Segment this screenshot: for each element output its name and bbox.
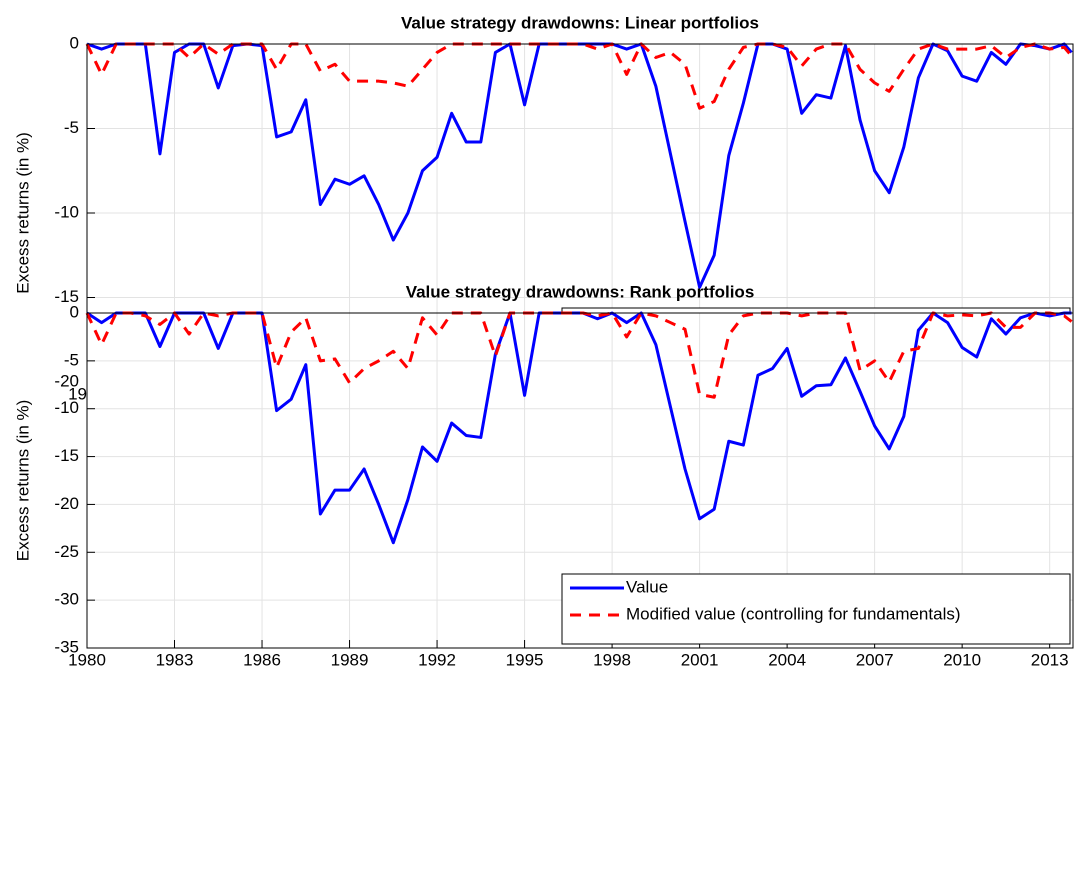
y-tick-label: -25: [54, 542, 79, 561]
x-tick-label: 2013: [1031, 650, 1069, 669]
y-tick-label: -20: [54, 494, 79, 513]
y-axis-label: Excess returns (in %): [13, 132, 32, 294]
x-tick-label: 1992: [418, 650, 456, 669]
y-tick-label: -10: [54, 202, 79, 221]
x-tick-label: 1986: [243, 650, 281, 669]
y-tick-label: -20: [54, 371, 79, 390]
y-tick-label: -5: [64, 118, 79, 137]
chart: 1980 1983 1986 1989 1992 1995 1998 2001 2004 2007…: [13, 282, 1074, 669]
y-tick-label: -5: [64, 350, 79, 369]
legend-label: Value: [626, 577, 668, 596]
legend-box: [561, 573, 1071, 645]
x-tick-label: 1998: [593, 650, 631, 669]
y-tick-label: -35: [54, 637, 79, 656]
y-tick-label: -30: [54, 590, 79, 609]
y-tick-label: 0: [70, 302, 79, 321]
y-axis-label: Excess returns (in %): [13, 400, 32, 562]
x-tick-label: 1995: [506, 650, 544, 669]
x-tick-label: 2004: [768, 650, 806, 669]
y-tick-label: 0: [70, 33, 79, 52]
chart-title: Value strategy drawdowns: Linear portfol…: [401, 13, 759, 32]
axes-frame: [86, 312, 1074, 649]
x-tick-label: 2010: [943, 650, 981, 669]
x-tick-label: 1983: [156, 650, 194, 669]
legend: Value Modified value (controlling for fun…: [561, 573, 1071, 645]
data-line: [85, 42, 1073, 110]
chart-title: Value strategy drawdowns: Rank portfolio…: [406, 282, 755, 301]
legend-label: Modified value (controlling for fundamen…: [626, 604, 961, 623]
y-tick-label: -15: [54, 446, 79, 465]
x-tick-label: 1980: [68, 650, 106, 669]
y-tick-label: -10: [54, 398, 79, 417]
x-tick-label: 2001: [681, 650, 719, 669]
y-tick-label: -15: [54, 287, 79, 306]
x-tick-label: 2007: [856, 650, 894, 669]
x-tick-label: 1989: [331, 650, 369, 669]
